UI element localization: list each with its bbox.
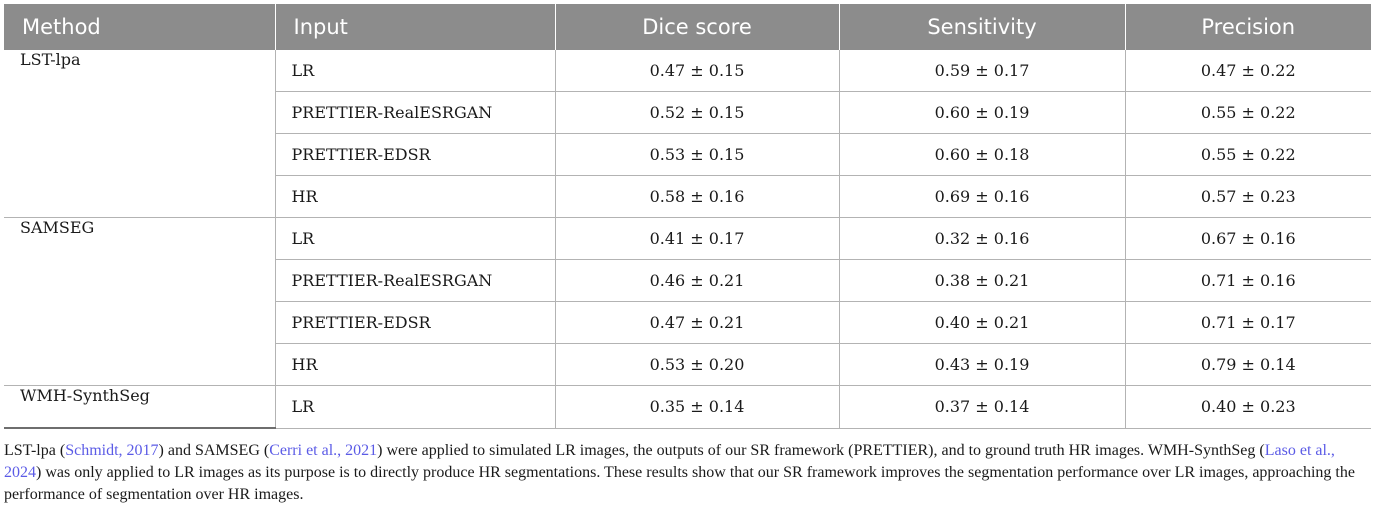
table-row: PRETTIER-RealESRGAN 0.46 ± 0.21 0.38 ± 0… [4,259,1371,302]
sensitivity-cell: 0.60 ± 0.19 [839,91,1126,134]
dice-cell: 0.52 ± 0.15 [555,91,840,134]
dice-cell: 0.53 ± 0.20 [555,343,840,386]
caption-text: ) was only applied to LR images as its p… [4,464,1355,503]
input-cell: LR [275,50,556,92]
dice-cell: 0.47 ± 0.21 [555,301,840,344]
header-method: Method [4,4,276,50]
caption-text: ) were applied to simulated LR images, t… [377,442,1265,459]
header-row: Method Input Dice score Sensitivity Prec… [4,4,1371,50]
input-cell: PRETTIER-EDSR [275,301,556,344]
table-caption: LST-lpa (Schmidt, 2017) and SAMSEG (Cerr… [4,440,1371,506]
dice-cell: 0.47 ± 0.15 [555,50,840,92]
method-cell: LST-lpa [4,50,276,218]
method-cell: SAMSEG [4,217,276,386]
table-container: Method Input Dice score Sensitivity Prec… [4,4,1371,506]
dice-cell: 0.41 ± 0.17 [555,217,840,260]
input-cell: PRETTIER-RealESRGAN [275,259,556,302]
sensitivity-cell: 0.37 ± 0.14 [839,385,1126,429]
header-dice-score: Dice score [555,4,840,50]
dice-cell: 0.46 ± 0.21 [555,259,840,302]
table-row: PRETTIER-EDSR 0.53 ± 0.15 0.60 ± 0.18 0.… [4,133,1371,176]
precision-cell: 0.55 ± 0.22 [1125,133,1371,176]
precision-cell: 0.57 ± 0.23 [1125,175,1371,218]
table-row: WMH-SynthSeg LR 0.35 ± 0.14 0.37 ± 0.14 … [4,385,1371,429]
dice-cell: 0.53 ± 0.15 [555,133,840,176]
method-cell: WMH-SynthSeg [4,385,276,429]
header-input: Input [275,4,556,50]
precision-cell: 0.55 ± 0.22 [1125,91,1371,134]
precision-cell: 0.71 ± 0.17 [1125,301,1371,344]
caption-text: ) and SAMSEG ( [158,442,270,459]
results-table: Method Input Dice score Sensitivity Prec… [4,4,1371,429]
sensitivity-cell: 0.69 ± 0.16 [839,175,1126,218]
input-cell: HR [275,343,556,386]
precision-cell: 0.79 ± 0.14 [1125,343,1371,386]
precision-cell: 0.47 ± 0.22 [1125,50,1371,92]
precision-cell: 0.40 ± 0.23 [1125,385,1371,429]
precision-cell: 0.67 ± 0.16 [1125,217,1371,260]
input-cell: LR [275,385,556,429]
sensitivity-cell: 0.38 ± 0.21 [839,259,1126,302]
dice-cell: 0.58 ± 0.16 [555,175,840,218]
input-cell: PRETTIER-RealESRGAN [275,91,556,134]
reference-link-cerri[interactable]: Cerri et al., 2021 [269,442,378,459]
dice-cell: 0.35 ± 0.14 [555,385,840,429]
reference-link-laso[interactable]: Laso et al., 2024 [4,442,1335,481]
table-row: PRETTIER-RealESRGAN 0.52 ± 0.15 0.60 ± 0… [4,91,1371,134]
input-cell: PRETTIER-EDSR [275,133,556,176]
input-cell: LR [275,217,556,260]
input-cell: HR [275,175,556,218]
caption-text: LST-lpa ( [4,442,66,459]
sensitivity-cell: 0.60 ± 0.18 [839,133,1126,176]
table-row: HR 0.58 ± 0.16 0.69 ± 0.16 0.57 ± 0.23 [4,175,1371,218]
table-row: PRETTIER-EDSR 0.47 ± 0.21 0.40 ± 0.21 0.… [4,301,1371,344]
sensitivity-cell: 0.59 ± 0.17 [839,50,1126,92]
header-sensitivity: Sensitivity [839,4,1126,50]
reference-link-schmidt[interactable]: Schmidt, 2017 [65,442,159,459]
precision-cell: 0.71 ± 0.16 [1125,259,1371,302]
header-precision: Precision [1125,4,1371,50]
sensitivity-cell: 0.43 ± 0.19 [839,343,1126,386]
sensitivity-cell: 0.32 ± 0.16 [839,217,1126,260]
table-row: LST-lpa LR 0.47 ± 0.15 0.59 ± 0.17 0.47 … [4,50,1371,218]
sensitivity-cell: 0.40 ± 0.21 [839,301,1126,344]
table-row: HR 0.53 ± 0.20 0.43 ± 0.19 0.79 ± 0.14 [4,343,1371,386]
table-row: SAMSEG LR 0.41 ± 0.17 0.32 ± 0.16 0.67 ±… [4,217,1371,386]
